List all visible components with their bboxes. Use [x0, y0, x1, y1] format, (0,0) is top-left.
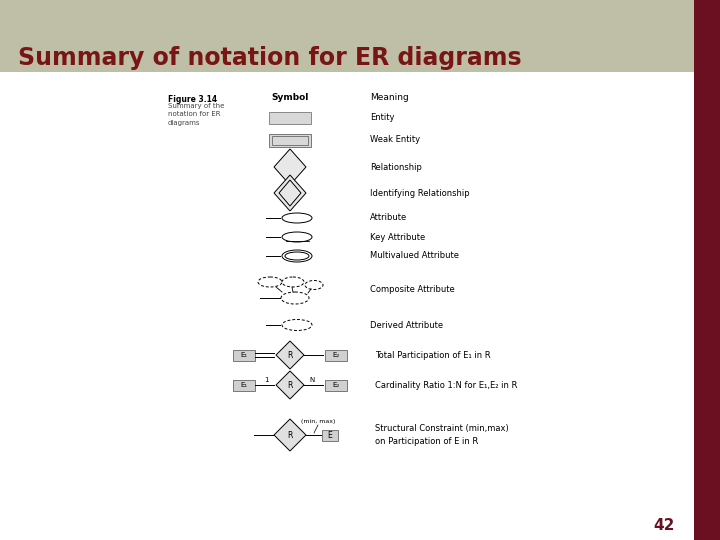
- Text: E₂: E₂: [333, 382, 340, 388]
- Text: R: R: [287, 350, 293, 360]
- Bar: [0, 72, 694, 540]
- Polygon shape: [279, 180, 301, 206]
- Bar: [325, 380, 347, 390]
- Ellipse shape: [285, 252, 309, 260]
- Text: Relationship: Relationship: [370, 163, 422, 172]
- Text: Composite Attribute: Composite Attribute: [370, 286, 455, 294]
- Bar: [694, 0, 720, 540]
- Ellipse shape: [258, 277, 282, 287]
- Text: Summary of the
notation for ER
diagrams: Summary of the notation for ER diagrams: [168, 103, 225, 126]
- Text: Key Attribute: Key Attribute: [370, 233, 426, 241]
- Polygon shape: [274, 175, 306, 211]
- Bar: [272, 136, 308, 145]
- Ellipse shape: [305, 280, 323, 289]
- Text: Attribute: Attribute: [370, 213, 408, 222]
- Text: Structural Constraint (min,max): Structural Constraint (min,max): [375, 424, 509, 434]
- Text: on Participation of E in R: on Participation of E in R: [375, 437, 478, 447]
- Ellipse shape: [282, 232, 312, 242]
- Text: R: R: [287, 430, 293, 440]
- Bar: [269, 112, 311, 124]
- Bar: [233, 349, 255, 361]
- Text: Entity: Entity: [370, 113, 395, 123]
- Bar: [233, 380, 255, 390]
- Text: E₁: E₁: [240, 382, 248, 388]
- Text: E₂: E₂: [333, 352, 340, 358]
- Text: Summary of notation for ER diagrams: Summary of notation for ER diagrams: [18, 46, 521, 70]
- Bar: [325, 349, 347, 361]
- Ellipse shape: [282, 250, 312, 262]
- Text: Multivalued Attribute: Multivalued Attribute: [370, 252, 459, 260]
- Text: Symbol: Symbol: [271, 93, 309, 102]
- Bar: [0, 0, 700, 72]
- Text: Weak Entity: Weak Entity: [370, 136, 420, 145]
- Bar: [322, 429, 338, 441]
- Ellipse shape: [282, 213, 312, 223]
- Polygon shape: [274, 149, 306, 185]
- Polygon shape: [274, 419, 306, 451]
- Text: 42: 42: [653, 518, 675, 534]
- Text: R: R: [287, 381, 293, 389]
- Bar: [269, 133, 311, 146]
- Ellipse shape: [282, 320, 312, 330]
- Text: Meaning: Meaning: [370, 93, 409, 102]
- Text: E: E: [328, 430, 333, 440]
- Text: N: N: [309, 377, 314, 383]
- Ellipse shape: [282, 277, 304, 287]
- Text: Total Participation of E₁ in R: Total Participation of E₁ in R: [375, 350, 490, 360]
- Ellipse shape: [281, 292, 309, 304]
- Text: Identifying Relationship: Identifying Relationship: [370, 188, 469, 198]
- Text: Figure 3.14: Figure 3.14: [168, 95, 217, 104]
- Polygon shape: [276, 341, 304, 369]
- Text: 1: 1: [264, 377, 269, 383]
- Text: E₁: E₁: [240, 352, 248, 358]
- Text: Cardinality Ratio 1:N for E₁,E₂ in R: Cardinality Ratio 1:N for E₁,E₂ in R: [375, 381, 518, 389]
- Text: Derived Attribute: Derived Attribute: [370, 321, 443, 329]
- Text: (min, max): (min, max): [301, 420, 336, 424]
- Polygon shape: [276, 371, 304, 399]
